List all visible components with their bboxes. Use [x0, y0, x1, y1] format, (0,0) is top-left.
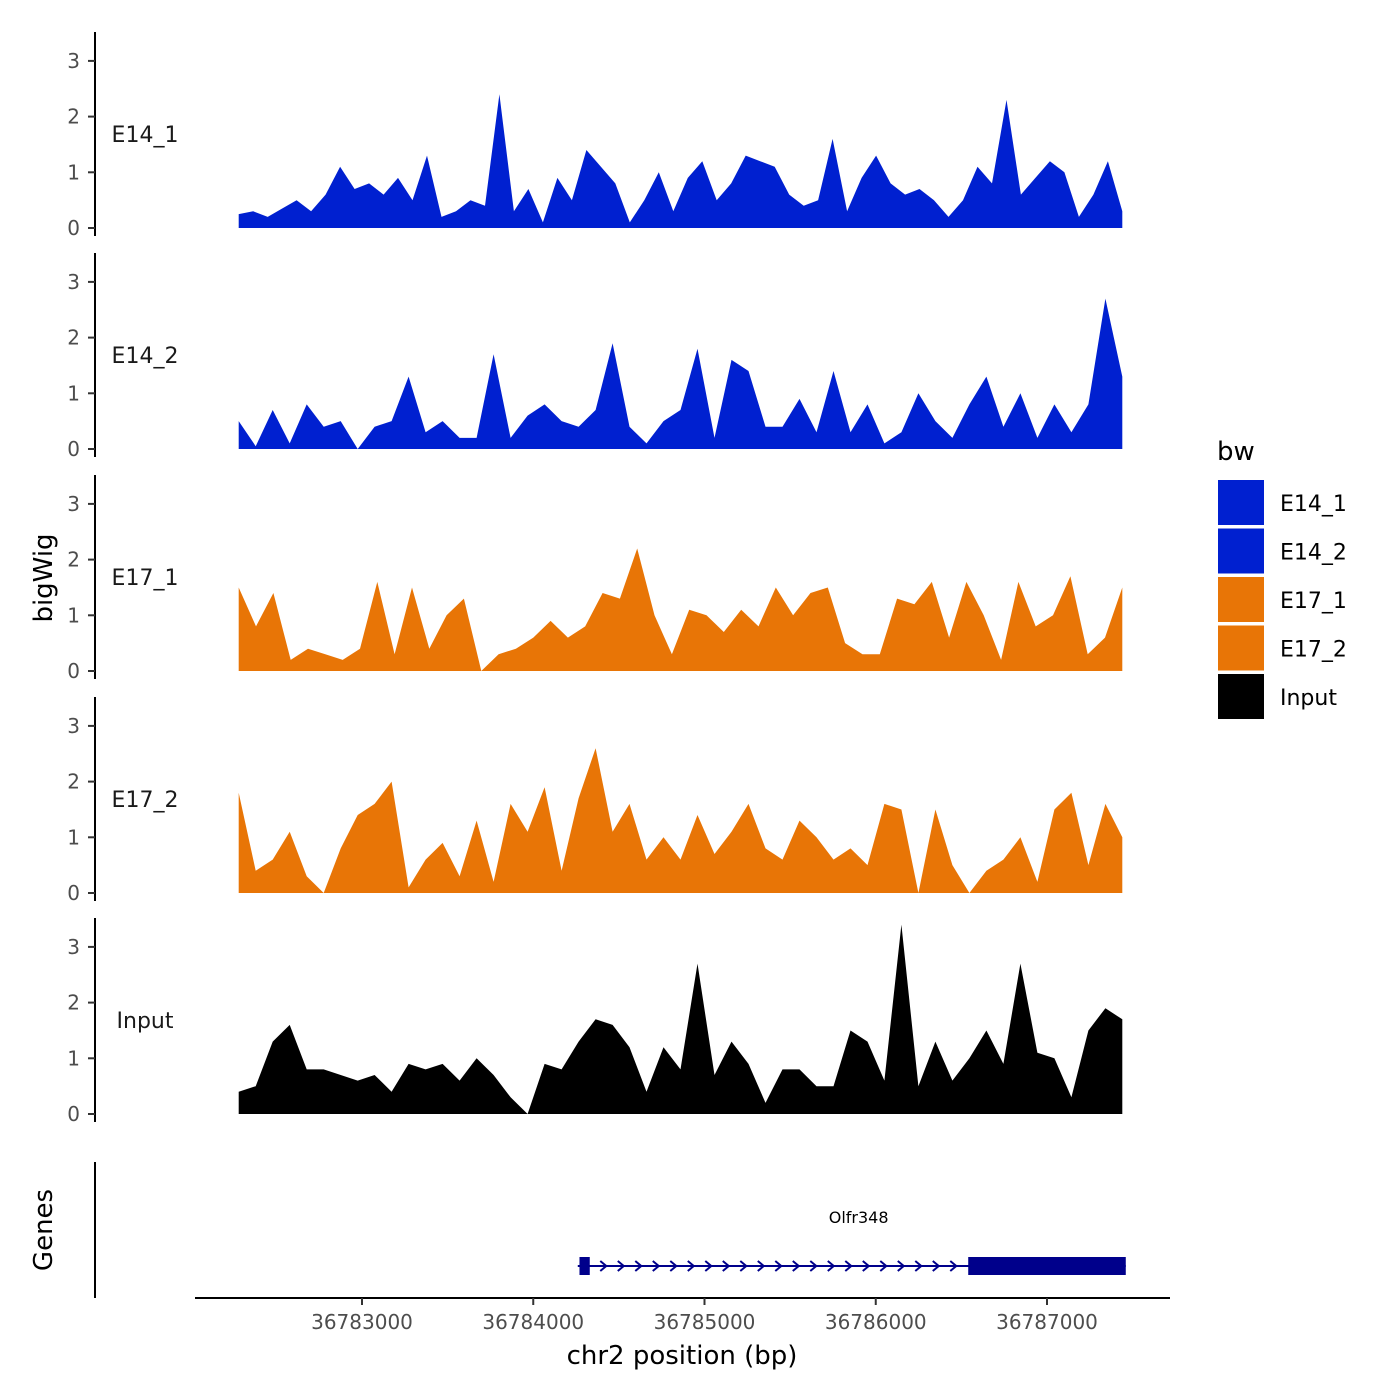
y-tick-label-e14-2-1: 1 — [67, 381, 80, 405]
gene-track-title: Genes — [29, 1189, 59, 1271]
y-tick-label-e14-2-2: 2 — [67, 326, 80, 350]
strand-chevron — [757, 1260, 766, 1272]
panel-label-e17-1: E17_1 — [112, 566, 179, 591]
legend-item-e14-2: E14_2 — [1218, 528, 1347, 574]
x-tick-label-36786000: 36786000 — [825, 1310, 927, 1334]
panel-label-e17-2: E17_2 — [112, 788, 179, 813]
legend-label-e14-1: E14_1 — [1280, 492, 1347, 517]
y-tick-label-e14-1-3: 3 — [67, 49, 80, 73]
strand-chevron — [687, 1260, 696, 1272]
x-axis: 36783000 36784000 36785000 36786000 36787000… — [195, 1297, 1170, 1371]
legend-swatch-e17-1 — [1218, 577, 1264, 622]
strand-chevron — [809, 1260, 818, 1272]
y-tick-label-e17-1-2: 2 — [67, 548, 80, 572]
legend-item-e17-1: E17_1 — [1218, 577, 1347, 622]
legend-item-e14-1: E14_1 — [1218, 480, 1347, 525]
y-tick-label-input-0: 0 — [67, 1102, 80, 1126]
strand-chevron — [949, 1260, 958, 1272]
gene-label-olfr348: Olfr348 — [829, 1208, 889, 1227]
legend-item-input: Input — [1218, 674, 1337, 719]
panel-input: 0 1 2 3 Input — [67, 918, 1123, 1126]
area-e14-1 — [238, 94, 1123, 228]
y-tick-label-e17-1-1: 1 — [67, 603, 80, 627]
legend: bw E14_1 E14_2 E17_1 E17_2 Input — [1217, 437, 1347, 719]
x-tick-label-36787000: 36787000 — [996, 1310, 1098, 1334]
strand-chevron — [669, 1260, 678, 1272]
panel-label-e14-2: E14_2 — [112, 344, 179, 369]
legend-label-e17-1: E17_1 — [1280, 589, 1347, 614]
gene-exon-1 — [579, 1257, 590, 1275]
panel-e17-1: 0 1 2 3 E17_1 — [67, 475, 1123, 683]
strand-chevron — [879, 1260, 888, 1272]
y-tick-label-e14-2-0: 0 — [67, 437, 80, 461]
strand-chevron — [617, 1260, 626, 1272]
y-tick-label-input-3: 3 — [67, 935, 80, 959]
y-axis-title: bigWig — [29, 533, 59, 622]
strand-chevron — [932, 1260, 941, 1272]
gene-exon-2 — [968, 1257, 1126, 1275]
y-tick-label-e17-1-0: 0 — [67, 659, 80, 683]
panel-label-input: Input — [117, 1009, 174, 1034]
area-e17-2 — [238, 748, 1123, 893]
legend-label-e14-2: E14_2 — [1280, 541, 1347, 566]
strand-chevron — [652, 1260, 661, 1272]
legend-label-input: Input — [1280, 686, 1337, 711]
strand-chevron — [722, 1260, 731, 1272]
y-tick-label-e17-2-2: 2 — [67, 770, 80, 794]
y-tick-label-e17-1-3: 3 — [67, 492, 80, 516]
y-tick-label-e17-2-1: 1 — [67, 825, 80, 849]
legend-label-e17-2: E17_2 — [1280, 638, 1347, 663]
area-e14-2 — [238, 298, 1123, 449]
x-tick-label-36784000: 36784000 — [482, 1310, 584, 1334]
y-tick-label-e17-2-3: 3 — [67, 714, 80, 738]
x-tick-label-36785000: 36785000 — [654, 1310, 756, 1334]
strand-chevron — [844, 1260, 853, 1272]
y-tick-label-e14-1-1: 1 — [67, 160, 80, 184]
legend-item-e17-2: E17_2 — [1218, 625, 1347, 671]
strand-chevron — [792, 1260, 801, 1272]
strand-chevron — [862, 1260, 871, 1272]
strand-chevron — [914, 1260, 923, 1272]
strand-chevron — [774, 1260, 783, 1272]
gene-olfr348: Olfr348 — [577, 1208, 1126, 1275]
strand-chevron — [634, 1260, 643, 1272]
panel-e14-1: 0 1 2 3 E14_1 — [67, 32, 1123, 240]
strand-chevron — [739, 1260, 748, 1272]
y-tick-label-input-1: 1 — [67, 1046, 80, 1070]
x-axis-title: chr2 position (bp) — [567, 1341, 798, 1371]
panel-e17-2: 0 1 2 3 E17_2 — [67, 697, 1123, 905]
strand-chevron — [827, 1260, 836, 1272]
y-tick-label-e14-2-3: 3 — [67, 270, 80, 294]
y-tick-label-e14-1-0: 0 — [67, 216, 80, 240]
area-input — [238, 924, 1123, 1114]
panel-label-e14-1: E14_1 — [112, 123, 179, 148]
y-tick-label-e14-1-2: 2 — [67, 105, 80, 129]
y-tick-label-input-2: 2 — [67, 991, 80, 1015]
strand-chevron — [599, 1260, 608, 1272]
legend-swatch-e14-1 — [1218, 480, 1264, 525]
panel-e14-2: 0 1 2 3 E14_2 — [67, 253, 1123, 461]
y-tick-label-e17-2-0: 0 — [67, 881, 80, 905]
legend-swatch-e14-2 — [1218, 528, 1264, 574]
strand-chevron — [897, 1260, 906, 1272]
strand-chevron — [704, 1260, 713, 1272]
gene-track: Genes Olfr348 — [29, 1162, 1126, 1298]
legend-swatch-e17-2 — [1218, 625, 1264, 671]
x-axis-ticks: 36783000 36784000 36785000 36786000 36787000 — [311, 1298, 1098, 1334]
legend-swatch-input — [1218, 674, 1264, 719]
area-e17-1 — [238, 548, 1123, 671]
bigwig-panels: 0 1 2 3 E14_1 0 1 2 3 E14_2 0 1 2 3 E17_1 0 1 2 3 E17_2 0 1 2 3… — [67, 32, 1123, 1126]
legend-items: E14_1 E14_2 E17_1 E17_2 Input — [1218, 480, 1347, 719]
legend-title: bw — [1217, 437, 1255, 467]
gene-glyphs: Olfr348 — [577, 1208, 1126, 1275]
x-tick-label-36783000: 36783000 — [311, 1310, 413, 1334]
